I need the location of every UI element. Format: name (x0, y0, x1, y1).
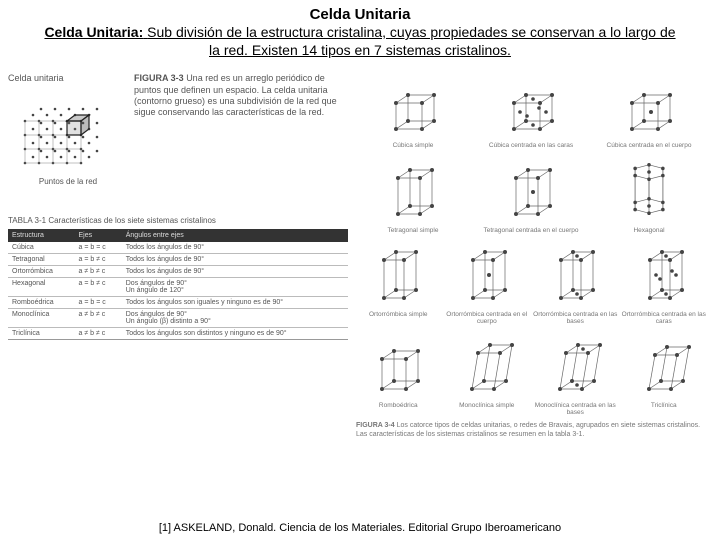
bravais-row-4: Romboédrica Monoclínica simpleMonoclínica… (356, 331, 706, 416)
bravais-cell: Cúbica simple (356, 79, 470, 149)
bravais-cell-label: Tetragonal simple (356, 227, 470, 234)
table-3-1: TABLA 3-1 Características de los siete s… (8, 216, 348, 340)
col-axes: Ejes (75, 229, 122, 242)
bravais-cell-label: Romboédrica (356, 402, 441, 409)
bravais-cell: Triclínica (622, 331, 707, 416)
citation: [1] ASKELAND, Donald. Ciencia de los Mat… (0, 522, 720, 534)
table-cell: a = b = c (75, 242, 122, 254)
figure-3-3: Celda unitaria Puntos de la red FIGURA 3… (8, 73, 348, 186)
table-cell: Todos los ángulos de 90° (122, 266, 348, 278)
bravais-row-1: Cúbica simple Cúbica centrada en las cara… (356, 79, 706, 149)
lattice-figure: Celda unitaria Puntos de la red (8, 73, 128, 186)
bravais-cell: Monoclínica centrada en las bases (533, 331, 618, 416)
figure-3-4-text: Los catorce tipos de celdas unitarias, o… (356, 422, 700, 437)
bravais-cell-label: Cúbica centrada en las caras (474, 142, 588, 149)
crystal-systems-table: Estructura Ejes Ángulos entre ejes Cúbic… (8, 229, 348, 340)
table-cell: a ≠ b ≠ c (75, 266, 122, 278)
lattice-caption: Puntos de la red (8, 177, 128, 186)
table-cell: Todos los ángulos son iguales y ninguno … (122, 297, 348, 309)
table-cell: Dos ángulos de 90° Un ángulo (β) distint… (122, 309, 348, 328)
table-cell: Cúbica (8, 242, 75, 254)
table-cell: Ortorrómbica (8, 266, 75, 278)
table-cell: Todos los ángulos son distintos y ningun… (122, 328, 348, 340)
bravais-cell: Cúbica centrada en las caras (474, 79, 588, 149)
bravais-cell-label: Ortorrómbica simple (356, 311, 441, 318)
table-cell: a = b ≠ c (75, 278, 122, 297)
bravais-cell: Hexagonal (592, 156, 706, 234)
table-cell: a ≠ b ≠ c (75, 309, 122, 328)
figure-3-4-caption: FIGURA 3-4 Los catorce tipos de celdas u… (356, 422, 706, 439)
table-row: Romboédricaa = b = cTodos los ángulos so… (8, 297, 348, 309)
bravais-cell: Cúbica centrada en el cuerpo (592, 79, 706, 149)
bravais-cell-label: Monoclínica simple (445, 402, 530, 409)
table-cell: Todos los ángulos de 90° (122, 254, 348, 266)
bravais-cell: Ortorrómbica centrada en el cuerpo (445, 240, 530, 325)
bravais-cell-label: Cúbica centrada en el cuerpo (592, 142, 706, 149)
table-row: Monoclínicaa ≠ b ≠ cDos ángulos de 90° U… (8, 309, 348, 328)
bravais-row-2: Tetragonal simple Tetragonal centrada en … (356, 156, 706, 234)
bravais-cell: Ortorrómbica simple (356, 240, 441, 325)
bravais-cell: Ortorrómbica centrada en las bases (533, 240, 618, 325)
bravais-row-3: Ortorrómbica simple Ortorrómbica centrada… (356, 240, 706, 325)
bravais-cell-label: Hexagonal (592, 227, 706, 234)
left-column: Celda unitaria Puntos de la red FIGURA 3… (8, 73, 348, 439)
table-cell: Romboédrica (8, 297, 75, 309)
col-structure: Estructura (8, 229, 75, 242)
table-cell: Todos los ángulos de 90° (122, 242, 348, 254)
table-cell: Triclínica (8, 328, 75, 340)
table-cell: Tetragonal (8, 254, 75, 266)
content: Celda unitaria Puntos de la red FIGURA 3… (0, 63, 720, 439)
table-row: Ortorrómbicaa ≠ b ≠ cTodos los ángulos d… (8, 266, 348, 278)
lattice-label: Celda unitaria (8, 73, 128, 83)
bravais-cell-label: Monoclínica centrada en las bases (533, 402, 618, 416)
figure-3-3-label: FIGURA 3-3 (134, 73, 184, 83)
lattice-svg (13, 85, 123, 175)
table-header-row: Estructura Ejes Ángulos entre ejes (8, 229, 348, 242)
table-cell: Monoclínica (8, 309, 75, 328)
table-cell: a = b ≠ c (75, 254, 122, 266)
subtitle-prefix: Celda Unitaria: (44, 24, 143, 40)
bravais-cell-label: Tetragonal centrada en el cuerpo (474, 227, 588, 234)
page-title: Celda Unitaria (40, 6, 680, 23)
table-row: Hexagonala = b ≠ cDos ángulos de 90° Un … (8, 278, 348, 297)
bravais-cell-label: Ortorrómbica centrada en el cuerpo (445, 311, 530, 325)
subtitle: Celda Unitaria: Sub división de la estru… (40, 23, 680, 59)
table-cell: a = b = c (75, 297, 122, 309)
bravais-cell: Tetragonal centrada en el cuerpo (474, 156, 588, 234)
bravais-cell: Monoclínica simple (445, 331, 530, 416)
col-angles: Ángulos entre ejes (122, 229, 348, 242)
figure-3-3-caption: FIGURA 3-3 Una red es un arreglo periódi… (134, 73, 348, 118)
subtitle-body: Sub división de la estructura cristalina… (147, 24, 675, 58)
right-column: Cúbica simple Cúbica centrada en las cara… (356, 73, 706, 439)
table-cell: a ≠ b ≠ c (75, 328, 122, 340)
bravais-cell: Romboédrica (356, 331, 441, 416)
table-row: Triclínicaa ≠ b ≠ cTodos los ángulos son… (8, 328, 348, 340)
bravais-cell-label: Ortorrómbica centrada en las bases (533, 311, 618, 325)
bravais-cell-label: Cúbica simple (356, 142, 470, 149)
table-row: Tetragonala = b ≠ cTodos los ángulos de … (8, 254, 348, 266)
figure-3-4-label: FIGURA 3-4 (356, 422, 395, 429)
bravais-cell-label: Triclínica (622, 402, 707, 409)
table-row: Cúbicaa = b = cTodos los ángulos de 90° (8, 242, 348, 254)
bravais-cell-label: Ortorrómbica centrada en las caras (622, 311, 707, 325)
table-cell: Hexagonal (8, 278, 75, 297)
table-cell: Dos ángulos de 90° Un ángulo de 120° (122, 278, 348, 297)
table-title: TABLA 3-1 Características de los siete s… (8, 216, 348, 225)
bravais-cell: Ortorrómbica centrada en las caras (622, 240, 707, 325)
bravais-cell: Tetragonal simple (356, 156, 470, 234)
